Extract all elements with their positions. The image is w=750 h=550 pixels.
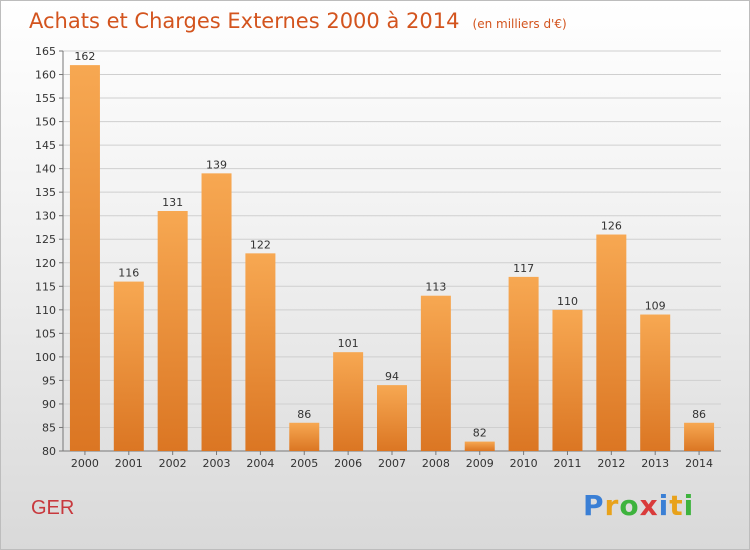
logo-letter: P bbox=[583, 489, 605, 522]
data-label: 122 bbox=[250, 238, 271, 251]
bar bbox=[508, 276, 539, 451]
x-tick-label: 2002 bbox=[159, 457, 187, 470]
data-label: 113 bbox=[425, 281, 446, 294]
y-tick-label: 100 bbox=[35, 351, 56, 364]
bar bbox=[113, 281, 144, 451]
bar bbox=[157, 211, 188, 451]
bar bbox=[596, 234, 627, 451]
data-label: 139 bbox=[206, 158, 227, 171]
y-tick-label: 165 bbox=[35, 45, 56, 58]
y-tick-label: 160 bbox=[35, 69, 56, 82]
chart-unit: (en milliers d'€) bbox=[472, 17, 567, 31]
x-tick-label: 2013 bbox=[641, 457, 669, 470]
data-label: 109 bbox=[645, 300, 666, 313]
bar bbox=[333, 352, 364, 451]
bar bbox=[684, 422, 715, 451]
x-tick-label: 2008 bbox=[422, 457, 450, 470]
x-tick-label: 2005 bbox=[290, 457, 318, 470]
x-tick-label: 2012 bbox=[597, 457, 625, 470]
data-label: 82 bbox=[473, 427, 487, 440]
data-label: 162 bbox=[74, 50, 95, 63]
y-tick-label: 140 bbox=[35, 163, 56, 176]
bars bbox=[69, 65, 715, 451]
x-tick-label: 2014 bbox=[685, 457, 713, 470]
chart-title: Achats et Charges Externes 2000 à 2014 bbox=[29, 9, 460, 33]
bar bbox=[289, 422, 320, 451]
y-tick-label: 155 bbox=[35, 92, 56, 105]
data-label: 110 bbox=[557, 295, 578, 308]
bar bbox=[464, 441, 495, 451]
x-tick-label: 2009 bbox=[466, 457, 494, 470]
bar bbox=[420, 295, 451, 451]
data-label: 126 bbox=[601, 220, 622, 233]
y-tick-label: 110 bbox=[35, 304, 56, 317]
proxiti-logo: Proxiti bbox=[583, 489, 694, 522]
bar bbox=[640, 314, 671, 451]
x-tick-label: 2001 bbox=[115, 457, 143, 470]
logo-letter: i bbox=[683, 489, 695, 522]
y-tick-label: 95 bbox=[42, 374, 56, 387]
title-row: Achats et Charges Externes 2000 à 2014 (… bbox=[29, 9, 567, 33]
bar bbox=[552, 309, 583, 451]
x-tick-label: 2007 bbox=[378, 457, 406, 470]
data-label: 94 bbox=[385, 370, 399, 383]
bar bbox=[245, 253, 276, 451]
x-tick-label: 2003 bbox=[203, 457, 231, 470]
commune-name: GER bbox=[31, 497, 75, 519]
data-label: 117 bbox=[513, 262, 534, 275]
y-tick-label: 125 bbox=[35, 233, 56, 246]
logo-letter: r bbox=[604, 489, 620, 522]
x-tick-label: 2011 bbox=[553, 457, 581, 470]
y-tick-label: 135 bbox=[35, 186, 56, 199]
y-tick-label: 115 bbox=[35, 280, 56, 293]
logo-letter: o bbox=[619, 489, 640, 522]
bar bbox=[201, 173, 232, 451]
y-tick-label: 105 bbox=[35, 327, 56, 340]
y-tick-label: 120 bbox=[35, 257, 56, 270]
x-tick-label: 2004 bbox=[246, 457, 274, 470]
logo-letter: i bbox=[658, 489, 670, 522]
labels: 80 85 90 95 100 105 110 115 120 125 130 135 140 145 15… bbox=[35, 45, 713, 470]
data-label: 101 bbox=[338, 337, 359, 350]
bar bbox=[377, 385, 407, 451]
bar bbox=[69, 65, 100, 451]
data-label: 86 bbox=[692, 408, 706, 421]
y-tick-label: 145 bbox=[35, 139, 56, 152]
data-label: 131 bbox=[162, 196, 183, 209]
y-tick-label: 130 bbox=[35, 210, 56, 223]
y-tick-label: 150 bbox=[35, 116, 56, 129]
data-label: 116 bbox=[118, 267, 139, 280]
y-tick-label: 90 bbox=[42, 398, 56, 411]
x-tick-label: 2006 bbox=[334, 457, 362, 470]
x-tick-label: 2000 bbox=[71, 457, 99, 470]
x-tick-label: 2010 bbox=[510, 457, 538, 470]
data-label: 86 bbox=[297, 408, 311, 421]
y-tick-label: 85 bbox=[42, 421, 56, 434]
logo-letter: x bbox=[639, 489, 659, 522]
y-tick-label: 80 bbox=[42, 445, 56, 458]
logo-letter: t bbox=[669, 489, 684, 522]
